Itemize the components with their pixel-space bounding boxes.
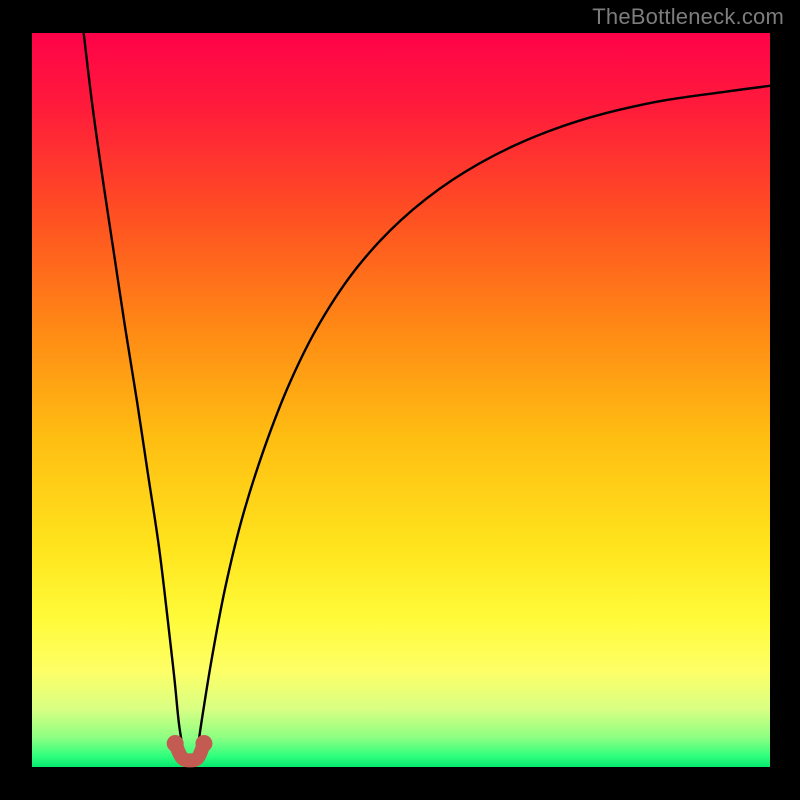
plot-area xyxy=(32,33,770,767)
dip-marker-dot-right xyxy=(195,735,212,752)
bottleneck-chart xyxy=(0,0,800,800)
dip-marker-dot-left xyxy=(167,735,184,752)
watermark-text: TheBottleneck.com xyxy=(592,4,784,30)
chart-container: TheBottleneck.com xyxy=(0,0,800,800)
